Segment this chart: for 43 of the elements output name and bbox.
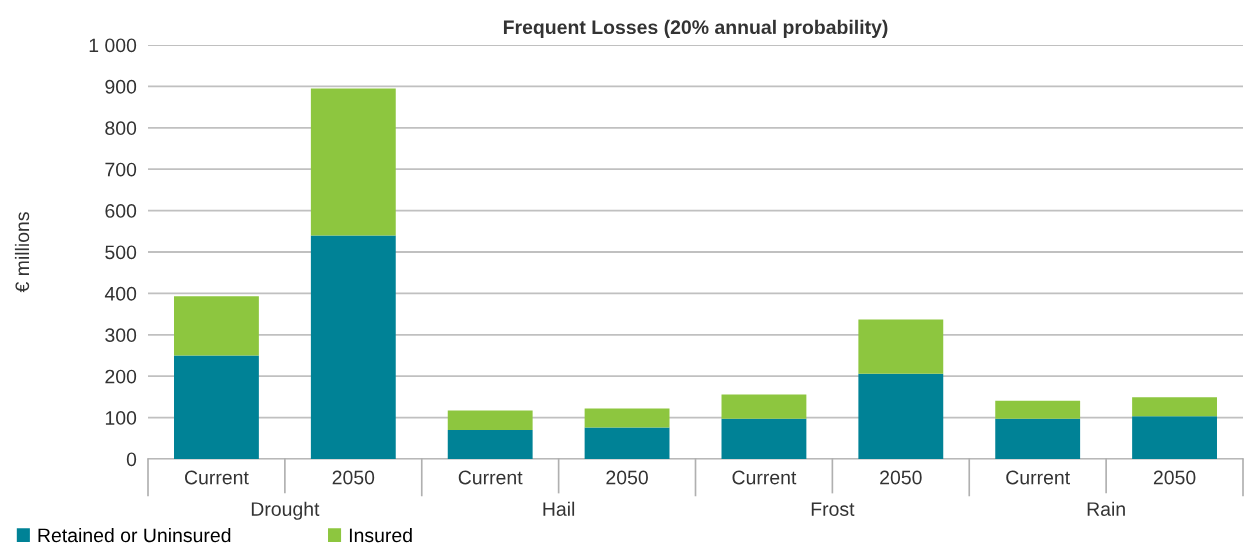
bar [995,400,1081,419]
text: Frost [811,502,855,516]
x-tick-label: Current [185,470,249,485]
y-tick-label: 100 [105,411,137,425]
bar [584,427,670,459]
y-tick-label: 600 [105,204,137,218]
bar [310,88,396,236]
y-tick-label: 200 [105,369,137,384]
bar [721,394,807,419]
x-tick-label: Current [458,470,523,485]
bar [174,296,259,356]
bar [584,408,670,428]
x-tick-label: 2050 [1153,470,1196,485]
y-tick-label: 900 [105,79,137,94]
y-tick-label: 1 000 [89,38,137,53]
x-tick-label: Current [1006,470,1070,485]
y-axis-title: € millions [14,212,30,293]
bar [447,410,533,431]
chart-title: Frequent Losses (20% annual probability) [503,19,888,38]
y-tick-label: 700 [105,162,137,177]
bar [174,355,259,459]
x-tick-label: Current [732,470,797,485]
bar [995,418,1081,459]
bar [721,418,807,459]
x-tick-label: 2050 [606,470,648,485]
bar [858,319,944,374]
bar [858,373,944,459]
bar [310,235,396,459]
bar [447,430,533,459]
legend-label: Retained or Uninsured [38,527,231,543]
text: Drought [251,501,320,520]
legend-label: Insured [349,527,412,543]
y-tick-label: 400 [104,286,137,301]
bar [1132,416,1217,459]
y-tick-label: 300 [105,328,137,343]
y-tick-label: 800 [105,121,137,136]
text: Hail [543,501,575,516]
y-tick-label: 0 [126,452,137,467]
x-tick-label: 2050 [332,470,375,485]
bar [1132,397,1217,417]
text: Rain [1087,501,1125,516]
x-tick-label: 2050 [880,470,922,485]
y-tick-label: 500 [105,245,137,260]
